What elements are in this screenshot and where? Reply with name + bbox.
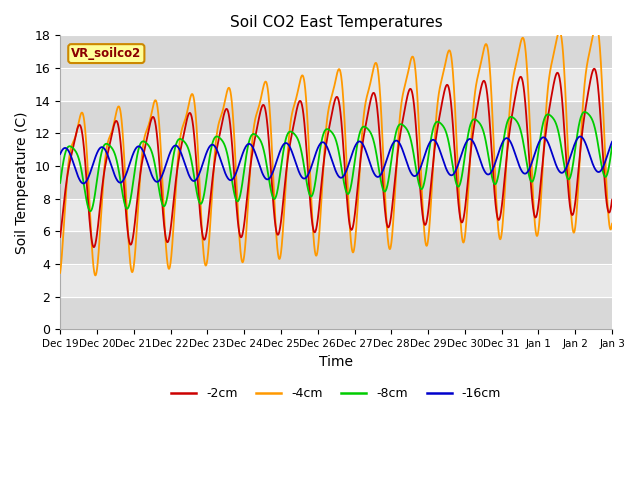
Bar (60, 231, 612, 264)
Bar (60, 133, 612, 166)
X-axis label: Time: Time (319, 355, 353, 369)
Y-axis label: Soil Temperature (C): Soil Temperature (C) (15, 111, 29, 253)
Text: VR_soilco2: VR_soilco2 (71, 47, 141, 60)
Bar (60, 199, 612, 231)
Bar (60, 297, 612, 329)
Bar (60, 68, 612, 101)
Bar (60, 166, 612, 199)
Bar (60, 101, 612, 133)
Title: Soil CO2 East Temperatures: Soil CO2 East Temperatures (230, 15, 442, 30)
Legend: -2cm, -4cm, -8cm, -16cm: -2cm, -4cm, -8cm, -16cm (166, 383, 506, 406)
Bar (60, 264, 612, 297)
Bar (60, 36, 612, 68)
